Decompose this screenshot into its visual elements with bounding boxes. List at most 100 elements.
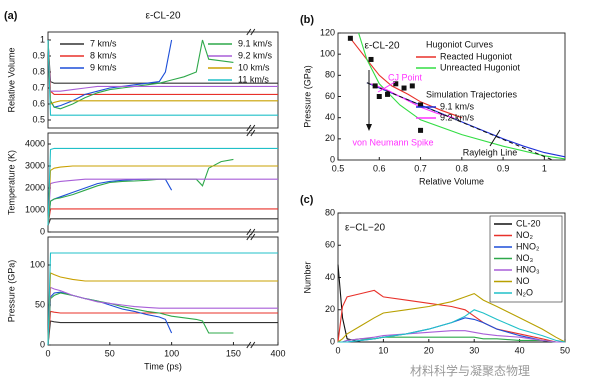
x-tick-label: 150 xyxy=(226,348,241,358)
y-axis-label: Number xyxy=(302,261,312,293)
y-axis-label: Pressure (GPa) xyxy=(302,65,312,128)
axis-break xyxy=(250,28,256,36)
series-line xyxy=(47,320,278,346)
legend-group-title: Simulation Trajectories xyxy=(426,89,518,99)
marker xyxy=(385,91,391,97)
y-axis-label: Relative Volume xyxy=(6,47,16,112)
marker xyxy=(409,83,415,89)
series-line xyxy=(47,147,278,226)
annotation: CJ Point xyxy=(388,72,423,82)
legend-label: NO₃ xyxy=(516,253,534,263)
legend-label: 10 km/s xyxy=(238,62,270,72)
legend-label: 9.2 km/s xyxy=(238,50,273,60)
y-tick-label: 20 xyxy=(325,133,335,143)
series-line xyxy=(47,292,234,346)
x-tick-label: 0.8 xyxy=(456,163,469,173)
axis-break xyxy=(250,233,256,241)
y-tick-label: 40 xyxy=(325,272,335,282)
axis-break xyxy=(246,233,252,241)
axis-break xyxy=(250,341,256,349)
plot-frame xyxy=(47,132,279,233)
marker xyxy=(368,56,374,62)
x-axis-label: Time (ps) xyxy=(144,361,182,371)
panel-label: (b) xyxy=(300,14,314,26)
axis-break xyxy=(246,341,252,349)
rayleigh-pointer xyxy=(489,129,501,147)
axis-break xyxy=(250,129,256,137)
marker xyxy=(347,35,353,41)
chart-title: ε−CL−20 xyxy=(345,223,385,234)
legend-label: 11 km/s xyxy=(238,74,269,84)
legend-label: HNO₂ xyxy=(516,241,540,251)
y-tick-label: 80 xyxy=(325,207,335,217)
x-tick-label: 0 xyxy=(45,348,50,358)
y-tick-label: 0.7 xyxy=(32,82,45,92)
y-tick-label: 1 xyxy=(40,34,45,44)
x-tick-label: 0.6 xyxy=(373,163,386,173)
series-line xyxy=(47,39,234,110)
series-line xyxy=(47,272,278,346)
x-tick-label: 100 xyxy=(164,348,179,358)
marker xyxy=(376,94,382,99)
plot-frame xyxy=(47,31,279,129)
legend-label: 9.1 km/s xyxy=(238,38,273,48)
x-tick-label: 30 xyxy=(469,345,479,355)
y-tick-label: 4000 xyxy=(25,138,45,148)
series-line xyxy=(47,39,278,105)
x-tick-label: 40 xyxy=(515,345,525,355)
y-tick-label: 40 xyxy=(325,112,335,122)
x-tick-label: 0.7 xyxy=(414,163,427,173)
marker xyxy=(393,81,399,87)
legend-label: 8 km/s xyxy=(90,50,117,60)
y-tick-label: 50 xyxy=(35,299,45,309)
marker xyxy=(401,85,407,91)
x-tick-label: 0 xyxy=(335,345,340,355)
annotation: von Neumann Spike xyxy=(352,137,433,147)
y-tick-label: 0.5 xyxy=(32,114,45,124)
cj-pointer xyxy=(377,81,396,93)
series-line xyxy=(47,208,278,226)
legend-label: 7 km/s xyxy=(90,38,117,48)
legend-label: Reacted Hugoniot xyxy=(440,51,513,61)
watermark: 材料科学与凝聚态物理 xyxy=(410,363,530,378)
series-line xyxy=(47,39,278,116)
marker xyxy=(418,102,424,108)
axis-break xyxy=(246,124,252,132)
series-line xyxy=(47,310,278,346)
legend-label: 9.2 km/s xyxy=(440,112,475,122)
axis-break xyxy=(250,228,256,236)
series-line xyxy=(338,330,565,343)
y-tick-label: 0.9 xyxy=(32,50,45,60)
x-tick-label: 20 xyxy=(424,345,434,355)
y-tick-label: 0 xyxy=(40,226,45,236)
legend-label: HNO₃ xyxy=(516,264,540,274)
series-line xyxy=(337,289,565,343)
y-axis-label: Pressure (GPa) xyxy=(6,260,16,323)
x-tick-label: 1 xyxy=(542,163,547,173)
y-tick-label: 0.8 xyxy=(32,66,45,76)
series-line xyxy=(47,165,278,226)
series-line xyxy=(338,309,566,343)
y-tick-label: 0 xyxy=(330,336,335,346)
y-tick-label: 100 xyxy=(320,49,335,59)
chart-title: ε-CL-20 xyxy=(145,11,180,22)
legend-label: 9 km/s xyxy=(90,62,117,72)
axis-break xyxy=(246,228,252,236)
series-line xyxy=(47,291,173,346)
x-axis-label: Relative Volume xyxy=(419,176,484,186)
x-tick-label: 0.9 xyxy=(497,163,510,173)
x-tick-label: 0.5 xyxy=(332,163,345,173)
y-tick-label: 100 xyxy=(30,259,45,269)
y-tick-label: 60 xyxy=(325,240,335,250)
legend-group-title: Hugoniot Curves xyxy=(426,39,494,49)
legend-label: NO xyxy=(516,276,530,286)
axis-break xyxy=(250,124,256,132)
y-tick-label: 1000 xyxy=(25,204,45,214)
legend-label: N₂O xyxy=(516,287,533,297)
y-tick-label: 20 xyxy=(325,304,335,314)
legend-label: Unreacted Hugoniot xyxy=(440,62,521,72)
y-tick-label: 0.6 xyxy=(32,98,45,108)
marker xyxy=(418,127,424,133)
series-line xyxy=(370,83,454,119)
